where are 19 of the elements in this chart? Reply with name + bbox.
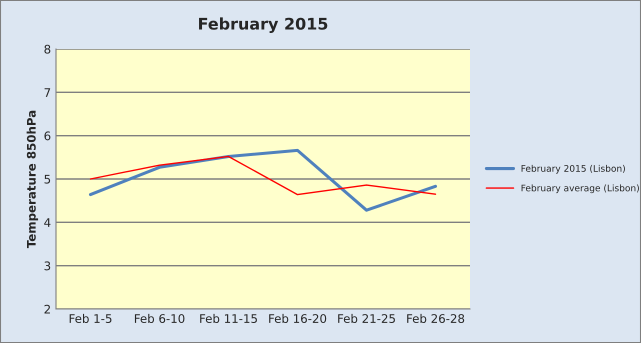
legend-label: February 2015 (Lisbon) (522, 164, 625, 174)
x-tick-label: Feb 16-20 (269, 314, 326, 323)
y-tick-label: 5 (44, 174, 50, 184)
y-tick-label: 7 (44, 88, 50, 97)
x-tick-label: Feb 6-10 (134, 314, 184, 323)
y-tick-label: 8 (44, 44, 50, 54)
chart-title: February 2015 (199, 17, 328, 33)
y-tick-label: 2 (44, 304, 50, 314)
y-tick-label: 3 (44, 261, 50, 270)
y-axis-title: Temperature 850hPa (26, 110, 38, 248)
y-tick-label: 4 (44, 218, 50, 227)
legend-label: February average (Lisbon) (522, 184, 639, 194)
x-tick-label: Feb 11-15 (200, 314, 257, 323)
x-tick-label: Feb 26-28 (407, 314, 464, 323)
x-tick-label: Feb 1-5 (70, 314, 112, 323)
line-series (90, 156, 436, 196)
line-series (88, 148, 438, 212)
x-tick-label: Feb 21-25 (338, 314, 395, 323)
y-tick-label: 6 (44, 131, 50, 140)
